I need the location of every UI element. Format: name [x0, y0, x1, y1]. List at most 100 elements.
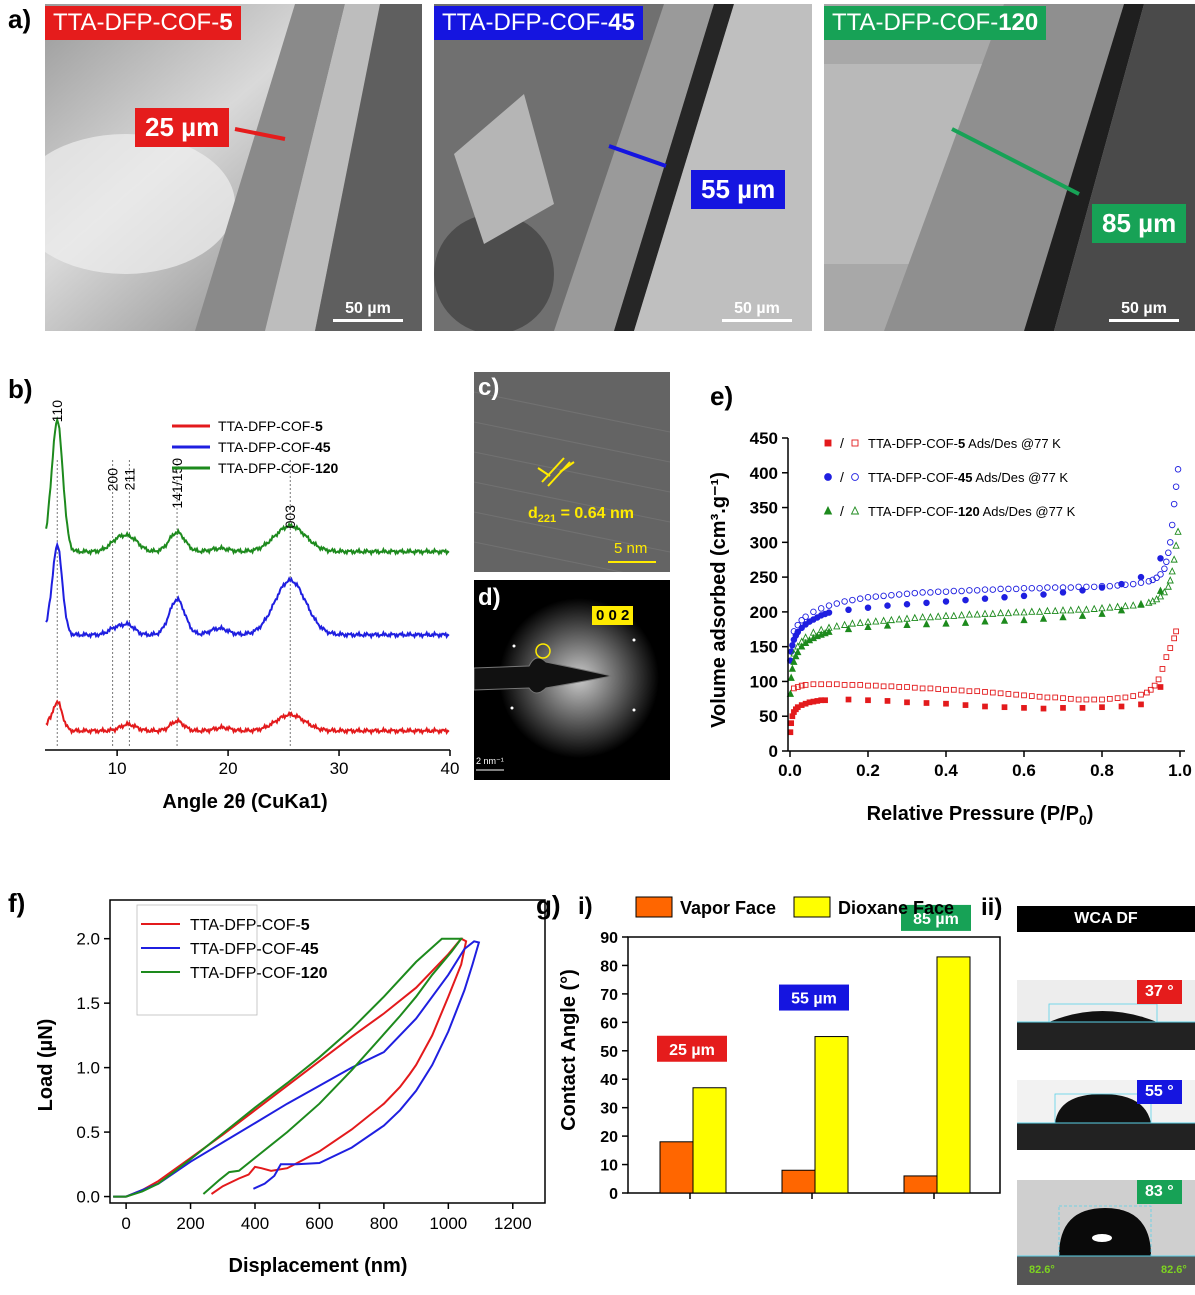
- isotherm-point: [1152, 594, 1161, 603]
- isotherm-point: [957, 610, 966, 619]
- isotherm-point: [1044, 584, 1051, 591]
- isotherm-point: [942, 619, 950, 627]
- isotherm-legend-slash: /: [840, 469, 844, 485]
- xrd-x-tick-label: 30: [330, 759, 349, 778]
- isotherm-point: [824, 439, 832, 447]
- isotherm-point: [833, 681, 840, 688]
- chart-b-xrd: b) 110 200 211 141/150 003 10 20 30 40 Angle 2θ…: [8, 374, 459, 813]
- isotherm-point: [927, 589, 934, 596]
- isotherm-point: [857, 682, 864, 688]
- hrtem-texture: [474, 372, 670, 572]
- load-x-tick-label: 600: [305, 1214, 333, 1233]
- isotherm-point: [1020, 608, 1028, 616]
- isotherm-point: [851, 439, 859, 447]
- isotherm-x-label: Relative Pressure (P/P0): [867, 803, 1094, 828]
- panel-a-letter: a): [8, 4, 32, 34]
- isotherm-point: [794, 621, 802, 629]
- load-curve: [113, 937, 464, 1198]
- isotherm-point: [845, 696, 852, 703]
- isotherm-point: [825, 609, 833, 616]
- isotherm-point: [817, 625, 825, 633]
- load-plot-frame: [109, 899, 546, 1204]
- sem-image-cof120: TTA-DFP-COF-120 85 µm 50 µm: [824, 4, 1195, 331]
- isotherm-point: [1028, 607, 1036, 615]
- load-y-tick-label: 1.5: [76, 994, 100, 1013]
- contact-angle-bar: [936, 956, 971, 1194]
- isotherm-point: [904, 684, 910, 690]
- isotherm-point: [1004, 608, 1013, 617]
- panel-f-letter: f): [8, 888, 25, 918]
- isotherm-point: [788, 664, 796, 672]
- isotherm-point: [1051, 584, 1059, 591]
- bar-group-badge: [657, 1035, 727, 1062]
- scale-bar-cof120: 50 µm: [1109, 300, 1179, 322]
- isotherm-point: [794, 684, 801, 690]
- isotherm-point: [895, 591, 903, 598]
- isotherm-point: [798, 616, 805, 624]
- isotherm-legend-slash: /: [840, 503, 844, 519]
- panel-e-letter: e): [710, 381, 733, 411]
- isotherm-point: [1028, 693, 1035, 699]
- xrd-peak-label: 200: [105, 468, 121, 492]
- scale-bar-cof45: 50 µm: [722, 300, 792, 322]
- thickness-label-cof5: 25 µm: [135, 108, 230, 147]
- isotherm-point: [788, 720, 795, 727]
- isotherm-point: [989, 609, 997, 617]
- isotherm-point: [942, 598, 950, 605]
- isotherm-point: [1074, 605, 1083, 613]
- isotherm-point: [1164, 582, 1172, 590]
- wca-header: WCA DF: [1017, 906, 1195, 932]
- load-legend-box: [136, 904, 258, 1016]
- isotherm-y-tick-label: 50: [759, 707, 778, 726]
- isotherm-point: [926, 613, 935, 621]
- panel-g-letter: g): [536, 890, 561, 920]
- contact-angle-bar: [692, 1087, 727, 1194]
- isotherm-point: [856, 595, 864, 602]
- isotherm-point: [903, 590, 911, 598]
- isotherm-point: [864, 594, 872, 601]
- bar-group-badge: [779, 984, 849, 1011]
- isotherm-point: [1171, 635, 1178, 642]
- panel-d-letter: d): [478, 584, 501, 611]
- isotherm-y-tick-label: 200: [750, 603, 778, 622]
- isotherm-point: [1083, 696, 1090, 703]
- isotherm-point: [1163, 558, 1170, 566]
- isotherm-point: [823, 505, 833, 515]
- isotherm-point: [1137, 573, 1145, 581]
- isotherm-point: [981, 617, 989, 625]
- isotherm-point: [1067, 606, 1075, 614]
- isotherm-point: [1040, 705, 1047, 712]
- isotherm-point: [1020, 584, 1028, 592]
- isotherm-point: [791, 685, 797, 692]
- isotherm-point: [974, 688, 981, 695]
- isotherm-y-ticks: 0 50 100 150 200 250 300 350 400 450: [750, 429, 788, 761]
- isotherm-point: [809, 628, 818, 636]
- wca-photo-2: 55 °: [1017, 1080, 1195, 1150]
- isotherm-point: [1012, 608, 1020, 616]
- panel-c-letter: c): [478, 374, 500, 401]
- isotherm-point: [981, 595, 989, 602]
- isotherm-point: [1083, 583, 1090, 591]
- hrtem-image: c) d221 = 0.64 nm 5 nm: [474, 372, 670, 572]
- isotherm-point: [1168, 521, 1176, 529]
- isotherm-x-ticks: 0.0 0.2 0.4 0.6 0.8 1.0: [778, 751, 1192, 780]
- isotherm-point: [982, 703, 988, 710]
- isotherm-x-tick-label: 0.6: [1012, 761, 1036, 780]
- isotherm-point: [1059, 589, 1067, 596]
- load-x-tick-label: 800: [370, 1214, 398, 1233]
- isotherm-point: [888, 683, 895, 690]
- isotherm-point: [822, 697, 828, 704]
- isotherm-point: [962, 596, 969, 604]
- isotherm-point: [786, 689, 795, 697]
- contact-angle-y-tick-label: 10: [600, 1158, 618, 1175]
- wca-angle-badge-3: 83 °: [1137, 1180, 1182, 1204]
- isotherm-point: [943, 700, 949, 707]
- contact-angle-y-tick-label: 90: [600, 930, 618, 947]
- isotherm-point: [865, 697, 871, 704]
- xrd-curve: [45, 699, 450, 736]
- load-y-tick-label: 0.0: [76, 1188, 100, 1207]
- isotherm-point: [1174, 466, 1182, 473]
- isotherm-point: [896, 684, 903, 690]
- isotherm-point: [880, 592, 887, 600]
- isotherm-point: [872, 682, 879, 689]
